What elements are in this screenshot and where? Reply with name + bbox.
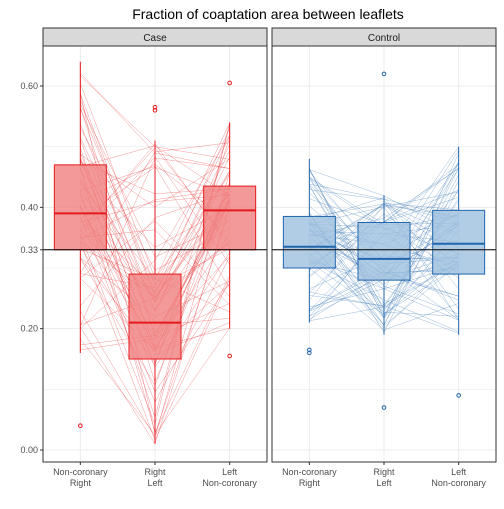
outlier-point <box>307 350 312 356</box>
outlier-point <box>78 423 83 429</box>
boxplot <box>203 80 257 359</box>
y-tick-label: 0.60 <box>20 81 38 91</box>
boxplot <box>282 158 336 356</box>
boxplot <box>432 146 486 398</box>
x-tick-label-line: Left <box>376 478 392 488</box>
y-tick-label: 0.33 <box>20 245 38 255</box>
outlier-point <box>381 405 387 410</box>
outlier-point <box>152 104 158 110</box>
x-tick-label: Right Left <box>373 467 395 488</box>
panel-strip-label: Case <box>143 33 167 44</box>
outlier-point <box>381 71 387 77</box>
box <box>128 273 182 360</box>
box <box>203 185 257 251</box>
x-tick-label-line: Right <box>70 478 92 488</box>
chart-title: Fraction of coaptation area between leaf… <box>132 6 404 22</box>
x-tick-label: Non-coronary Right <box>282 467 337 488</box>
x-tick-label-line: Left <box>451 467 467 477</box>
box <box>53 164 107 251</box>
box <box>357 222 411 281</box>
x-tick-label-line: Right <box>373 467 395 477</box>
x-tick-label-line: Right <box>299 478 321 488</box>
outlier-point <box>227 353 232 359</box>
x-tick-label-line: Non-coronary <box>282 467 337 477</box>
x-tick-label: Non-coronary Right <box>53 467 108 488</box>
y-tick-label: 0.20 <box>20 324 38 334</box>
outlier-point <box>152 107 158 113</box>
outlier-point <box>456 393 461 398</box>
x-tick-label-line: Non-coronary <box>431 478 486 488</box>
x-tick-label: Left Non-coronary <box>431 467 486 488</box>
outlier-point <box>227 80 232 86</box>
y-tick-label: 0.00 <box>20 445 38 455</box>
box <box>432 209 486 275</box>
x-tick-label: Left Non-coronary <box>202 467 257 488</box>
x-tick-label: Right Left <box>144 467 166 488</box>
boxplot <box>128 104 182 444</box>
x-tick-label-line: Left <box>147 478 163 488</box>
boxplot <box>357 71 411 410</box>
x-tick-label-line: Left <box>222 467 238 477</box>
boxplot <box>53 61 107 429</box>
x-tick-label-line: Right <box>144 467 166 477</box>
outlier-point <box>307 347 312 353</box>
x-tick-label-line: Non-coronary <box>53 467 108 477</box>
panel-strip-label: Control <box>368 33 400 44</box>
x-tick-label-line: Non-coronary <box>202 478 257 488</box>
box <box>282 215 336 269</box>
y-tick-label: 0.40 <box>20 202 38 212</box>
